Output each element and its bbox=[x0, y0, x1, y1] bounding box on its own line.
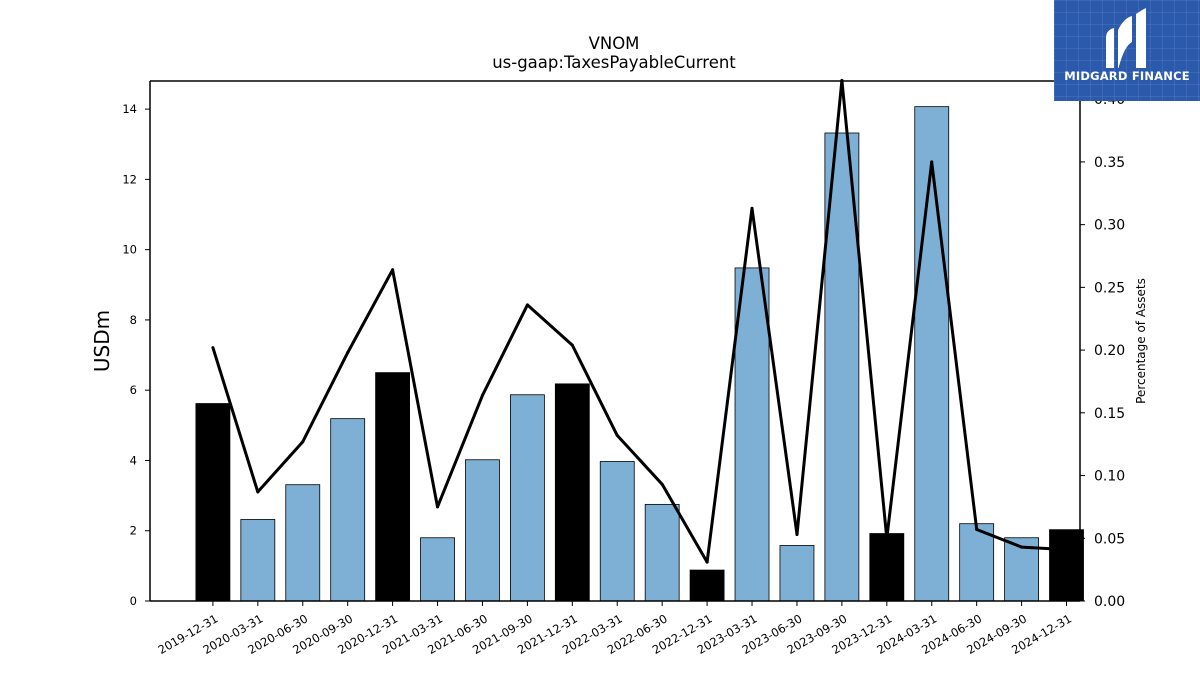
y-tick-label: 4 bbox=[130, 453, 137, 467]
line-point bbox=[391, 268, 395, 272]
y2-tick-label: 0.15 bbox=[1094, 406, 1125, 422]
bar-series bbox=[195, 106, 1084, 602]
line-point bbox=[480, 393, 484, 397]
bar bbox=[465, 459, 500, 602]
brand-logo: MIDGARD FINANCE bbox=[1054, 0, 1200, 101]
bar bbox=[240, 519, 276, 602]
bar bbox=[689, 569, 725, 602]
line-point bbox=[256, 490, 260, 494]
y2-tick-label: 0.05 bbox=[1094, 531, 1125, 547]
y2-axis-label: Percentage of Assets bbox=[1134, 278, 1148, 404]
y-tick-label: 0 bbox=[130, 594, 137, 608]
line-point bbox=[660, 482, 664, 486]
line-point bbox=[750, 206, 754, 210]
y2-tick-label: 0.00 bbox=[1094, 594, 1125, 610]
y-tick-label: 12 bbox=[122, 172, 137, 186]
y-tick-label: 10 bbox=[122, 243, 137, 257]
line-point bbox=[1065, 548, 1069, 552]
y-tick-label: 6 bbox=[130, 383, 137, 397]
bar bbox=[375, 372, 411, 602]
logo-mark-icon bbox=[1106, 8, 1146, 68]
y-tick-label: 2 bbox=[130, 524, 137, 538]
y-axis-label: USDm bbox=[90, 310, 114, 372]
bar bbox=[420, 537, 455, 602]
line-point bbox=[885, 536, 889, 540]
line-point bbox=[301, 440, 305, 444]
y2-tick-label: 0.35 bbox=[1094, 155, 1125, 171]
line-point bbox=[525, 303, 529, 307]
chart-title: VNOM bbox=[589, 34, 640, 53]
bar bbox=[554, 383, 590, 602]
line-point bbox=[930, 160, 934, 164]
y2-tick-label: 0.25 bbox=[1094, 280, 1125, 296]
y-tick-label: 8 bbox=[130, 313, 137, 327]
line-point bbox=[1020, 545, 1024, 549]
line-point bbox=[436, 505, 440, 509]
bar bbox=[644, 503, 680, 602]
line-point bbox=[615, 433, 619, 437]
y2-tick-label: 0.30 bbox=[1094, 218, 1125, 234]
line-point bbox=[795, 533, 799, 537]
line-point bbox=[705, 560, 709, 564]
line-path bbox=[211, 78, 1067, 564]
bar bbox=[330, 418, 366, 602]
bar bbox=[285, 484, 321, 602]
y2-tick-label: 0.20 bbox=[1094, 343, 1125, 359]
bar bbox=[959, 523, 995, 602]
bar bbox=[599, 461, 635, 602]
logo-text: MIDGARD FINANCE bbox=[1064, 69, 1190, 83]
bar bbox=[734, 267, 770, 602]
bar bbox=[914, 106, 950, 602]
bar bbox=[1049, 529, 1084, 602]
y2-tick-label: 0.10 bbox=[1094, 469, 1125, 485]
bar bbox=[779, 545, 815, 602]
bar bbox=[509, 394, 545, 602]
y-tick-label: 14 bbox=[122, 102, 137, 116]
line-point bbox=[346, 351, 350, 355]
line-point bbox=[211, 346, 215, 350]
line-point bbox=[975, 527, 979, 531]
line-point bbox=[570, 343, 574, 347]
chart-subtitle: us-gaap:TaxesPayableCurrent bbox=[492, 53, 736, 72]
bar bbox=[195, 403, 231, 602]
bar bbox=[869, 533, 905, 602]
